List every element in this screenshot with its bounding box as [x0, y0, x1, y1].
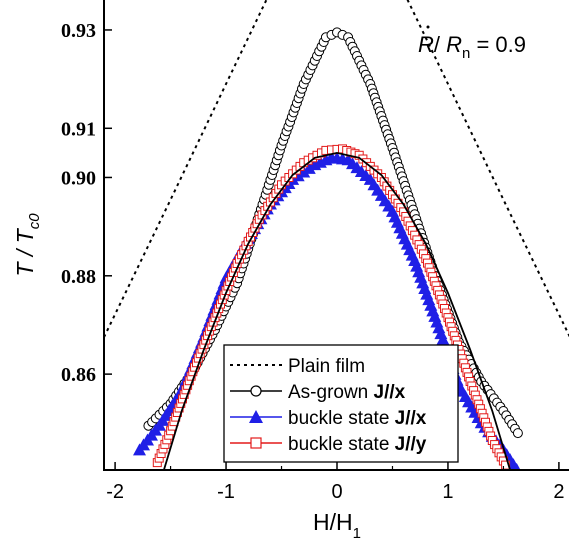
buckle-jx-marker: [302, 161, 316, 174]
y-tick-label: 0.93: [61, 20, 96, 42]
r-dot-accent: [426, 25, 430, 29]
x-tick-label: 2: [553, 481, 564, 503]
y-tick-label: 0.88: [61, 266, 96, 288]
plot-frame: [103, 0, 569, 471]
legend-marker-buckle-jx: [249, 410, 263, 423]
x-tick-label: -1: [217, 481, 235, 503]
x-tick-label: 1: [442, 481, 453, 503]
legend-marker-buckle-jy: [250, 437, 262, 449]
as-grown-jx-marker: [512, 428, 523, 439]
legend-label-as-grown: As-grown J//x: [288, 382, 406, 403]
fit-curve: [163, 151, 511, 470]
y-axis-label: T / Tc0: [12, 213, 43, 277]
x-ticks: -2 -1 0 1 2: [106, 462, 564, 503]
series-layer: [104, 0, 569, 470]
y-tick-label: 0.86: [61, 364, 96, 386]
y-ticks: 0.86 0.88 0.90 0.91 0.93: [61, 20, 112, 386]
y-tick-label: 0.91: [61, 118, 96, 140]
legend-label-buckle-jx: buckle state J//x: [288, 408, 427, 429]
plain-film-curve: [104, 0, 569, 338]
y-tick-label: 0.90: [61, 167, 96, 189]
x-tick-label: -2: [106, 481, 124, 503]
legend: Plain film As-grown J//x buckle state J/…: [223, 344, 459, 463]
x-tick-label: 0: [331, 481, 342, 503]
legend-marker-as-grown: [250, 385, 262, 397]
resistance-ratio-annotation: R/ Rn = 0.9: [418, 32, 526, 62]
x-axis-label: H/H1: [313, 509, 361, 542]
buckle-jx-marker: [512, 463, 521, 470]
legend-label-plain-film: Plain film: [288, 356, 365, 377]
legend-label-buckle-jy: buckle state J//y: [288, 434, 427, 455]
